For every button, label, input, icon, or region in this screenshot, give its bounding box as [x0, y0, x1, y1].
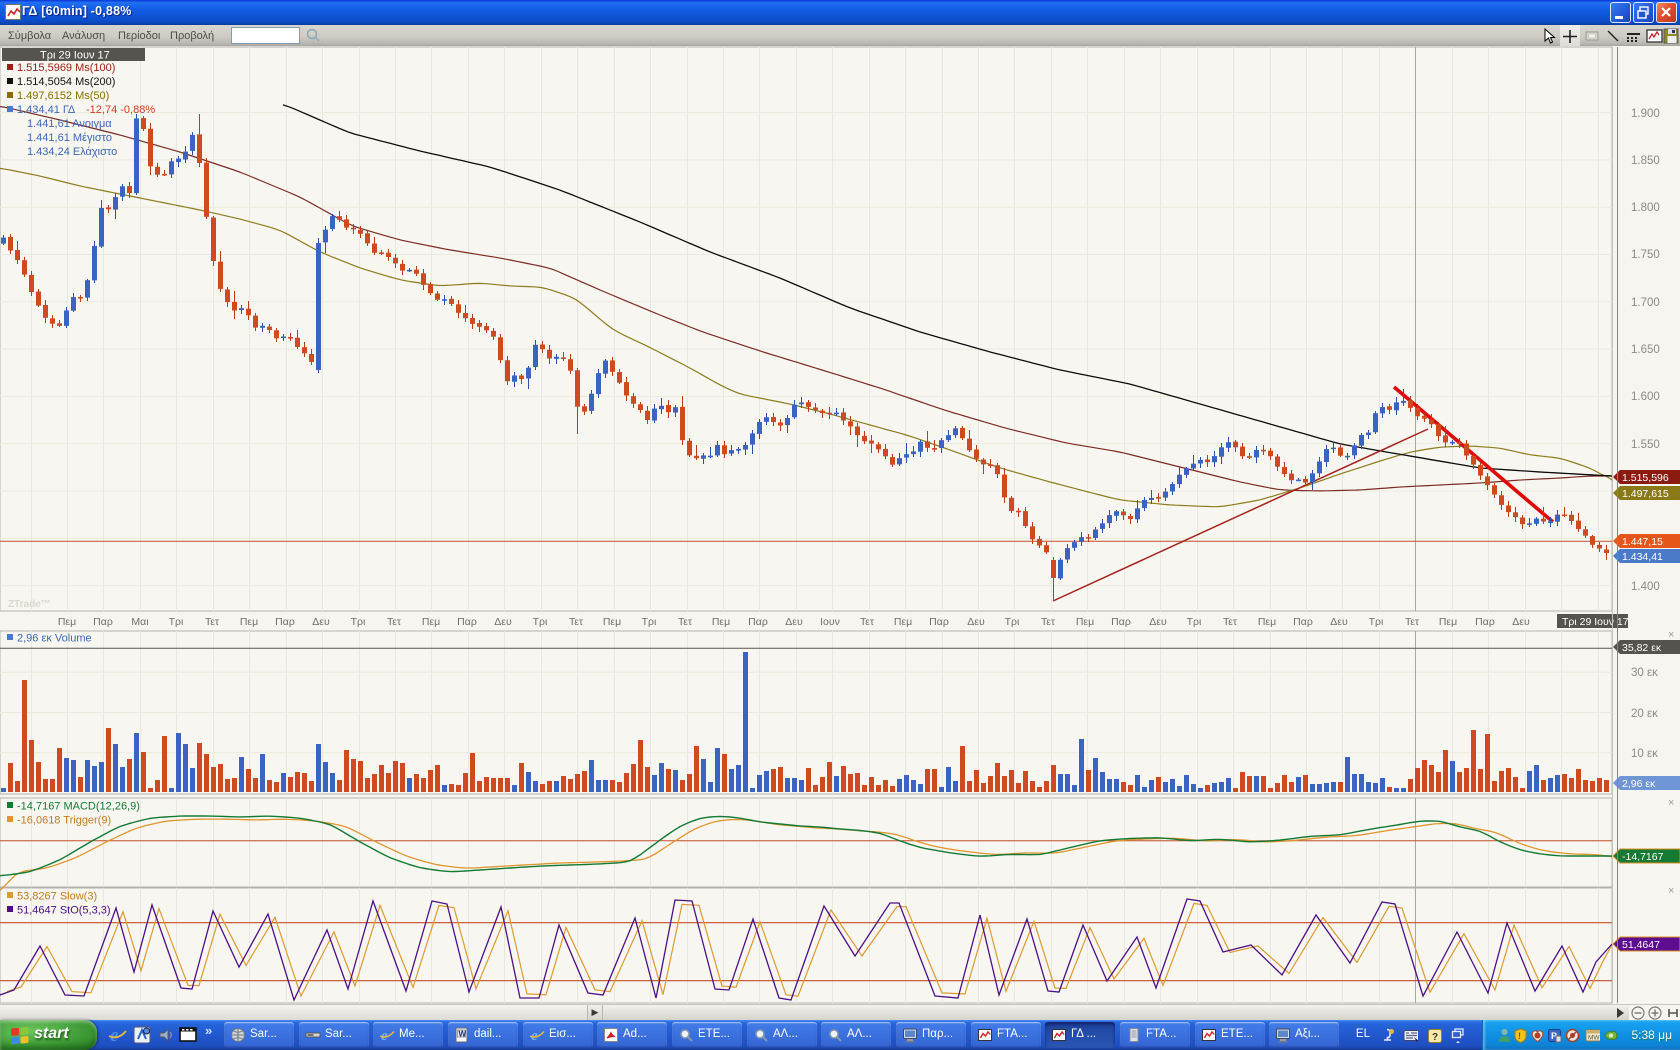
- svg-text:Δευ: Δευ: [312, 616, 330, 628]
- svg-text:Πεμ: Πεμ: [1439, 616, 1457, 628]
- svg-text:Τετ: Τετ: [569, 616, 584, 628]
- svg-text:1.434,24 Ελάχιστο: 1.434,24 Ελάχιστο: [27, 146, 117, 158]
- svg-text:1.514,5054 Ms(200): 1.514,5054 Ms(200): [17, 76, 115, 88]
- svg-text:Παρ: Παρ: [1475, 616, 1495, 628]
- svg-text:Παρ: Παρ: [1293, 616, 1313, 628]
- svg-text:×: ×: [1668, 797, 1674, 809]
- svg-text:Μαι: Μαι: [131, 616, 149, 628]
- svg-text:-12,74 -0,88%: -12,74 -0,88%: [86, 104, 155, 116]
- svg-text:1.497,6152 Ms(50): 1.497,6152 Ms(50): [17, 90, 109, 102]
- svg-text:Δευ: Δευ: [967, 616, 985, 628]
- svg-text:P: P: [1551, 1031, 1557, 1041]
- svg-text:1.434,41 ΓΔ: 1.434,41 ΓΔ: [17, 104, 76, 116]
- svg-text:MW: MW: [1588, 1035, 1600, 1042]
- svg-text:Τρι: Τρι: [351, 616, 366, 628]
- svg-text:1.750: 1.750: [1631, 249, 1660, 261]
- svg-text:Πεμ: Πεμ: [894, 616, 912, 628]
- svg-text:Παρ: Παρ: [1111, 616, 1131, 628]
- svg-text:1.441,61 Ανοιγμα: 1.441,61 Ανοιγμα: [27, 118, 112, 130]
- svg-text:Τετ: Τετ: [1223, 616, 1238, 628]
- svg-text:-14,7167: -14,7167: [1622, 851, 1664, 863]
- svg-text:1.441,61 Μέγιστο: 1.441,61 Μέγιστο: [27, 132, 112, 144]
- svg-text:Πεμ: Πεμ: [422, 616, 440, 628]
- svg-text:W: W: [459, 1030, 467, 1039]
- svg-text:Πεμ: Πεμ: [240, 616, 258, 628]
- svg-text:e: e: [531, 1028, 538, 1043]
- svg-text:2,96 εκ: 2,96 εκ: [1622, 778, 1656, 790]
- svg-text:Δευ: Δευ: [1149, 616, 1167, 628]
- svg-text:Τετ: Τετ: [678, 616, 693, 628]
- svg-text:51,4647: 51,4647: [1622, 939, 1660, 951]
- svg-text:1.550: 1.550: [1631, 439, 1660, 451]
- svg-text:e: e: [381, 1028, 388, 1043]
- svg-text:e: e: [110, 1025, 119, 1045]
- svg-text:Δευ: Δευ: [785, 616, 803, 628]
- svg-text:1.600: 1.600: [1631, 391, 1660, 403]
- svg-text:Τρι 29 Ιουν 17: Τρι 29 Ιουν 17: [40, 50, 110, 62]
- svg-text:Πεμ: Πεμ: [1076, 616, 1094, 628]
- svg-text:-16,0618 Trigger(9): -16,0618 Trigger(9): [17, 815, 111, 827]
- svg-text:1.800: 1.800: [1631, 202, 1660, 214]
- svg-text:Τετ: Τετ: [860, 616, 875, 628]
- svg-text:1.900: 1.900: [1631, 108, 1660, 120]
- svg-text:?: ?: [1432, 1032, 1438, 1043]
- svg-text:Πεμ: Πεμ: [1258, 616, 1276, 628]
- svg-text:1.447,15: 1.447,15: [1622, 536, 1663, 548]
- svg-text:Παρ: Παρ: [748, 616, 768, 628]
- svg-text:1.650: 1.650: [1631, 344, 1660, 356]
- svg-text:×: ×: [1668, 885, 1674, 897]
- svg-text:35,82 εκ: 35,82 εκ: [1622, 642, 1662, 654]
- svg-text:53,8267 Slow(3): 53,8267 Slow(3): [17, 891, 97, 903]
- svg-text:Τετ: Τετ: [1041, 616, 1056, 628]
- svg-text:Τρι: Τρι: [1369, 616, 1384, 628]
- svg-text:Πεμ: Πεμ: [58, 616, 76, 628]
- svg-text:!: !: [1518, 1031, 1521, 1041]
- svg-text:1.700: 1.700: [1631, 297, 1660, 309]
- svg-text:1.515,5969 Ms(100): 1.515,5969 Ms(100): [17, 62, 115, 74]
- svg-text:Δευ: Δευ: [1330, 616, 1348, 628]
- svg-text:Πεμ: Πεμ: [603, 616, 621, 628]
- svg-text:1.434,41: 1.434,41: [1622, 551, 1663, 563]
- svg-text:1.515,596: 1.515,596: [1622, 472, 1669, 484]
- svg-text:Παρ: Παρ: [929, 616, 949, 628]
- svg-text:1.850: 1.850: [1631, 155, 1660, 167]
- svg-text:Δευ: Δευ: [494, 616, 512, 628]
- svg-text:Τρι: Τρι: [533, 616, 548, 628]
- svg-text:Τρι: Τρι: [1187, 616, 1202, 628]
- svg-text:ZTrade™: ZTrade™: [8, 599, 51, 610]
- svg-text:Τρι: Τρι: [1005, 616, 1020, 628]
- svg-text:Παρ: Παρ: [275, 616, 295, 628]
- svg-text:Τρι 29 Ιουν 17: Τρι 29 Ιουν 17: [1562, 616, 1629, 628]
- svg-text:2,96 εκ Volume: 2,96 εκ Volume: [17, 633, 92, 645]
- svg-text:51,4647 StO(5,3,3): 51,4647 StO(5,3,3): [17, 905, 111, 917]
- svg-text:1.400: 1.400: [1631, 581, 1660, 593]
- svg-text:Δευ: Δευ: [1512, 616, 1530, 628]
- svg-text:×: ×: [1668, 629, 1674, 641]
- svg-text:Πεμ: Πεμ: [712, 616, 730, 628]
- svg-text:-14,7167 MACD(12,26,9): -14,7167 MACD(12,26,9): [17, 801, 140, 813]
- svg-text:Τρι: Τρι: [642, 616, 657, 628]
- svg-text:Τετ: Τετ: [205, 616, 220, 628]
- svg-text:Τετ: Τετ: [387, 616, 402, 628]
- svg-text:Τετ: Τετ: [1405, 616, 1420, 628]
- svg-text:1.497,615: 1.497,615: [1622, 488, 1669, 500]
- svg-text:Παρ: Παρ: [93, 616, 113, 628]
- svg-text:10 εκ: 10 εκ: [1631, 748, 1658, 760]
- svg-text:30 εκ: 30 εκ: [1631, 667, 1658, 679]
- svg-text:20 εκ: 20 εκ: [1631, 708, 1658, 720]
- svg-text:Παρ: Παρ: [457, 616, 477, 628]
- svg-text:Τρι: Τρι: [169, 616, 184, 628]
- svg-text:Ιουν: Ιουν: [820, 616, 840, 628]
